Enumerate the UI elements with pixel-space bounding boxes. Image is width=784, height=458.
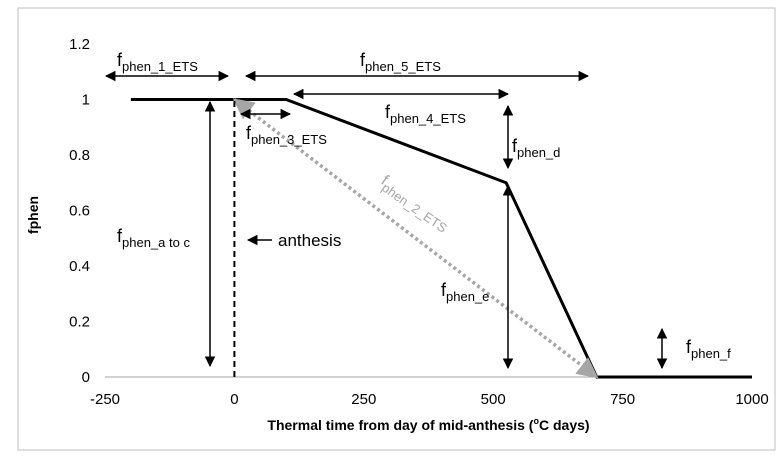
annotation-sub: phen_1_ETS xyxy=(122,59,198,74)
annotation-main: f xyxy=(360,50,366,70)
y-tick-label: 0.4 xyxy=(69,258,90,275)
y-tick-label: 0.8 xyxy=(69,147,90,164)
annotation-label: fphen_3_ETS xyxy=(246,123,327,147)
annotation-sub: phen_4_ETS xyxy=(390,111,466,126)
annotation-main: f xyxy=(441,280,447,300)
annotation-sub: phen_d xyxy=(517,145,560,160)
annotation-main: f xyxy=(246,123,252,143)
x-tick-label: 250 xyxy=(351,391,376,408)
x-tick-label: 1000 xyxy=(735,391,768,408)
annotation-label: fphen_5_ETS xyxy=(360,50,441,74)
y-axis-title: fphen xyxy=(25,196,41,234)
annotation-main: f xyxy=(117,226,123,246)
x-axis-title-part: o xyxy=(533,416,539,426)
annotation-main: f xyxy=(117,50,123,70)
annotation-label: fphen_4_ETS xyxy=(385,102,466,126)
annotation-sub: phen_e xyxy=(446,289,489,304)
data-line xyxy=(232,98,599,379)
y-tick-label: 0.6 xyxy=(69,203,90,220)
annotation-label: fphen_a to c xyxy=(117,226,190,250)
annotation-sub: phen_5_ETS xyxy=(365,59,441,74)
x-tick-label: 0 xyxy=(230,391,238,408)
x-axis-title-part: Thermal time from day of mid-anthesis ( xyxy=(267,417,533,433)
y-tick-label: 1 xyxy=(82,92,90,109)
y-tick-label: 0.2 xyxy=(69,314,90,331)
x-tick-label: 750 xyxy=(610,391,635,408)
annotation-main: f xyxy=(686,337,692,357)
annotation-sub: phen_f xyxy=(691,346,731,361)
annotation-label: fphen_1_ETS xyxy=(117,50,198,74)
y-tick-label: 0 xyxy=(82,369,90,386)
annotation-label: anthesis xyxy=(278,231,341,250)
annotation-label: fphen_e xyxy=(441,280,489,304)
x-tick-label: 500 xyxy=(481,391,506,408)
annotation-label: fphen_d xyxy=(512,136,560,160)
annotation-sub: phen_a to c xyxy=(122,235,190,250)
annotation-label: fphen_f xyxy=(686,337,731,361)
annotation-main: f xyxy=(512,136,518,156)
annotation-main: f xyxy=(385,102,391,122)
x-tick-label: -250 xyxy=(90,391,120,408)
y-tick-label: 1.2 xyxy=(69,36,90,53)
chart-frame xyxy=(17,7,776,451)
annotation-sub: phen_3_ETS xyxy=(251,132,327,147)
x-axis-title: Thermal time from day of mid-anthesis (o… xyxy=(267,416,589,433)
x-axis-title-part: C days) xyxy=(539,417,590,433)
